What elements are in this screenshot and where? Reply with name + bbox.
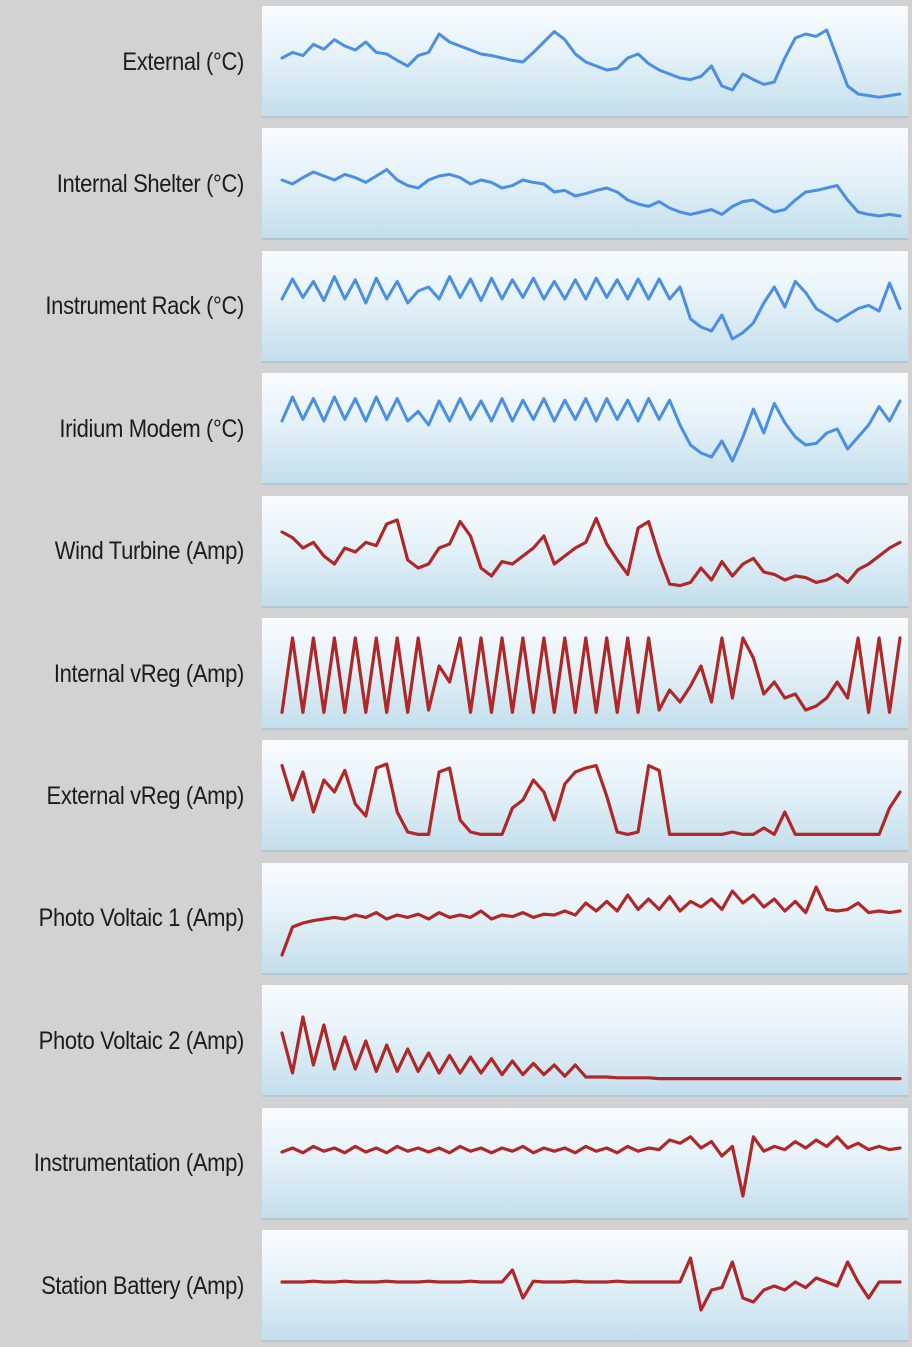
- series-row: Instrument Rack (°C): [0, 250, 912, 363]
- series-label: External (°C): [122, 47, 244, 76]
- sparkline-svg: [280, 636, 902, 715]
- sparkline-svg: [280, 885, 902, 957]
- series-line: [280, 168, 902, 218]
- series-label: Station Battery (Amp): [41, 1271, 244, 1300]
- series-line: [280, 274, 902, 341]
- series-label: Instrumentation (Amp): [33, 1149, 245, 1178]
- sparkline-panel: [262, 373, 908, 486]
- series-row: External (°C): [0, 6, 912, 118]
- sparkline-svg: [280, 762, 902, 837]
- series-line: [280, 395, 902, 463]
- series-row: Iridium Modem (°C): [0, 373, 912, 486]
- series-line: [280, 516, 902, 587]
- series-line: [280, 1256, 902, 1312]
- sparkline-svg: [280, 1134, 902, 1198]
- sparkline-svg: [280, 274, 902, 341]
- series-line: [280, 636, 902, 715]
- sparkline-svg: [280, 1256, 902, 1312]
- series-row: External vReg (Amp): [0, 740, 912, 853]
- series-row: Wind Turbine (Amp): [0, 495, 912, 608]
- series-label: Photo Voltaic 2 (Amp): [38, 1026, 245, 1055]
- sparkline-panel: [262, 618, 908, 730]
- sparkline-panel: [262, 740, 908, 853]
- sparkline-panel: [262, 495, 908, 608]
- sparkline-panel: [262, 862, 908, 975]
- sparkline-panel: [262, 128, 908, 241]
- sparkline-svg: [280, 395, 902, 463]
- sparkline-panel: [262, 1107, 908, 1220]
- series-line: [280, 885, 902, 957]
- series-row: Instrumentation (Amp): [0, 1107, 912, 1220]
- series-line: [280, 1134, 902, 1198]
- sparkline-panel: [262, 250, 908, 363]
- series-label: Photo Voltaic 1 (Amp): [38, 904, 245, 933]
- sparkline-svg: [280, 1015, 902, 1081]
- sparkline-panel: [262, 1230, 908, 1342]
- series-label: Iridium Modem (°C): [59, 414, 244, 443]
- sparkline-panel: [262, 6, 908, 118]
- series-label: Wind Turbine (Amp): [54, 537, 245, 566]
- series-label: Internal vReg (Amp): [53, 659, 245, 688]
- series-label: External vReg (Amp): [46, 781, 245, 810]
- sparkline-panel: [262, 985, 908, 1098]
- sparkline-svg: [280, 516, 902, 587]
- series-line: [280, 762, 902, 837]
- series-row: Photo Voltaic 2 (Amp): [0, 985, 912, 1098]
- series-row: Station Battery (Amp): [0, 1230, 912, 1342]
- series-row: Photo Voltaic 1 (Amp): [0, 862, 912, 975]
- sparkline-svg: [280, 28, 902, 99]
- sparkline-svg: [280, 168, 902, 218]
- series-line: [280, 1015, 902, 1081]
- series-row: Internal vReg (Amp): [0, 618, 912, 730]
- series-row: Internal Shelter (°C): [0, 128, 912, 241]
- series-line: [280, 28, 902, 99]
- series-label: Instrument Rack (°C): [45, 292, 244, 321]
- series-label: Internal Shelter (°C): [56, 169, 245, 198]
